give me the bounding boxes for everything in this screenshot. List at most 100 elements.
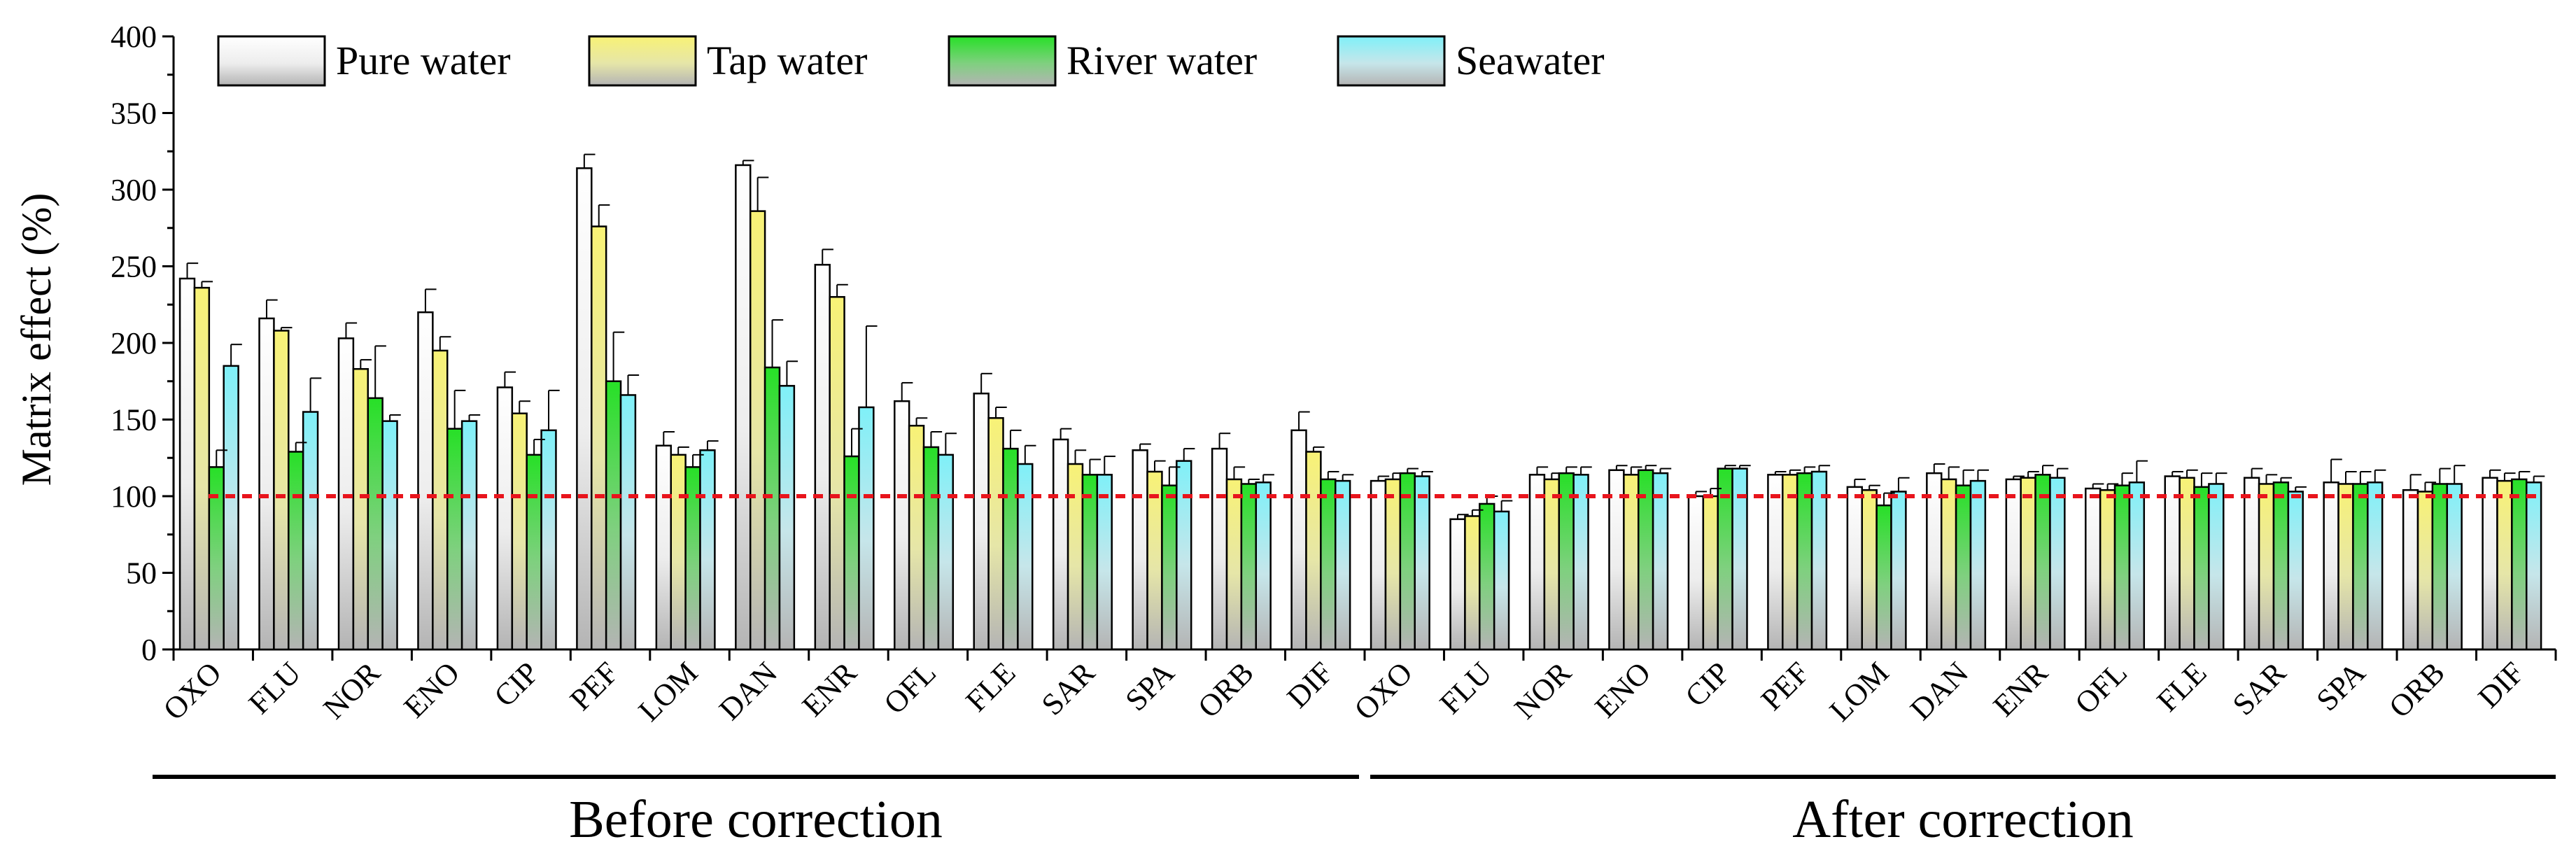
bar: [908, 425, 925, 651]
bar: [814, 264, 831, 651]
bar: [1528, 474, 1546, 651]
bar: [2085, 487, 2102, 651]
x-tick-label: SPA: [2310, 655, 2372, 717]
bar: [1767, 474, 1784, 651]
bar: [670, 453, 687, 651]
bar: [1940, 478, 1957, 651]
legend-swatch: [1337, 35, 1446, 87]
bar: [2193, 486, 2210, 651]
bar: [1255, 481, 1272, 651]
bar: [763, 366, 781, 651]
bar: [1211, 447, 1228, 651]
bar: [1240, 483, 1258, 651]
x-tick-label: FLE: [959, 655, 1022, 718]
bar: [1305, 451, 1322, 651]
x-tick-label: SPA: [1119, 655, 1181, 717]
bar: [1875, 504, 1892, 651]
x-tick-label: ENR: [1987, 655, 2055, 723]
y-tick-label: 300: [111, 173, 157, 207]
bar: [288, 451, 304, 651]
bar: [381, 420, 398, 651]
bar: [1623, 474, 1640, 651]
bar: [1572, 474, 1589, 651]
bar: [1132, 449, 1148, 651]
bar: [258, 317, 275, 651]
x-tick-label: SAR: [1035, 655, 1102, 722]
y-tick-label: 200: [111, 326, 157, 360]
x-tick-label: OXO: [1348, 655, 1419, 726]
x-tick-label: ENR: [796, 655, 864, 723]
bar: [1558, 472, 1575, 651]
legend-swatch: [217, 35, 326, 87]
bar: [1493, 510, 1510, 651]
bar: [1146, 470, 1163, 651]
bar: [2208, 483, 2225, 651]
bar: [1067, 463, 1084, 651]
legend-swatch: [588, 35, 697, 87]
y-tick-label: 50: [126, 556, 157, 591]
x-tick-label: DAN: [712, 655, 784, 726]
x-tick-label: FLU: [1433, 655, 1498, 720]
x-tick-label: ENO: [1589, 655, 1658, 724]
bar: [302, 411, 319, 651]
bar: [496, 386, 514, 651]
bar: [2482, 477, 2498, 651]
bar: [1370, 479, 1387, 651]
x-tick-label: CIP: [488, 655, 546, 713]
bar: [1017, 463, 1034, 651]
x-tick-label: OXO: [157, 655, 228, 726]
bar: [2496, 479, 2513, 651]
y-tick-label: 400: [111, 20, 157, 54]
bar: [337, 337, 355, 651]
bar: [2352, 483, 2369, 651]
bar: [778, 385, 796, 651]
x-tick-label: DAN: [1903, 655, 1975, 726]
bar: [2049, 477, 2066, 651]
group-label: After correction: [1792, 790, 2133, 849]
bar: [2446, 483, 2463, 651]
bar: [2099, 488, 2116, 651]
bar: [526, 453, 542, 651]
bar: [2287, 491, 2304, 651]
bar: [591, 225, 607, 651]
x-tick-label: ORB: [2382, 655, 2451, 724]
y-tick-label: 0: [141, 633, 157, 667]
legend: Pure water Tap water River water Seawater: [217, 35, 1605, 87]
bar: [858, 406, 875, 651]
bar: [2020, 477, 2036, 651]
y-axis: 0 50 100 150 200 250 300 350 400: [111, 20, 175, 667]
x-tick-label: NOR: [1507, 655, 1578, 726]
bar: [1334, 479, 1351, 651]
bar: [1702, 495, 1719, 651]
y-tick-label: 100: [111, 479, 157, 514]
legend-label: Tap water: [707, 38, 867, 83]
bar: [1464, 515, 1481, 651]
bar: [1969, 479, 1987, 651]
x-tick-label: SAR: [2226, 655, 2293, 722]
y-axis-title: Matrix effect (%): [13, 193, 59, 486]
bar: [1320, 478, 1337, 651]
legend-label: Seawater: [1456, 38, 1605, 83]
x-tick-label: LOM: [1823, 655, 1896, 728]
x-tick-label: FLU: [242, 655, 307, 720]
bar: [1652, 472, 1669, 651]
bar: [987, 417, 1004, 651]
bar: [223, 365, 239, 651]
bar: [273, 330, 290, 651]
bar: [1161, 484, 1178, 651]
bar: [2402, 488, 2419, 651]
legend-label: River water: [1067, 38, 1257, 83]
bar: [749, 210, 766, 651]
bar: [1414, 475, 1430, 651]
x-tick-label: ORB: [1191, 655, 1260, 724]
bar: [1290, 429, 1307, 651]
bar: [2164, 475, 2181, 651]
x-tick-label: PEF: [1754, 655, 1816, 717]
bar: [2034, 474, 2051, 651]
y-tick-label: 150: [111, 403, 157, 437]
bar: [193, 286, 211, 651]
x-tick-label: DIF: [1281, 655, 1340, 715]
error-bar-group: [186, 153, 2545, 519]
x-tick-label: PEF: [563, 655, 625, 717]
